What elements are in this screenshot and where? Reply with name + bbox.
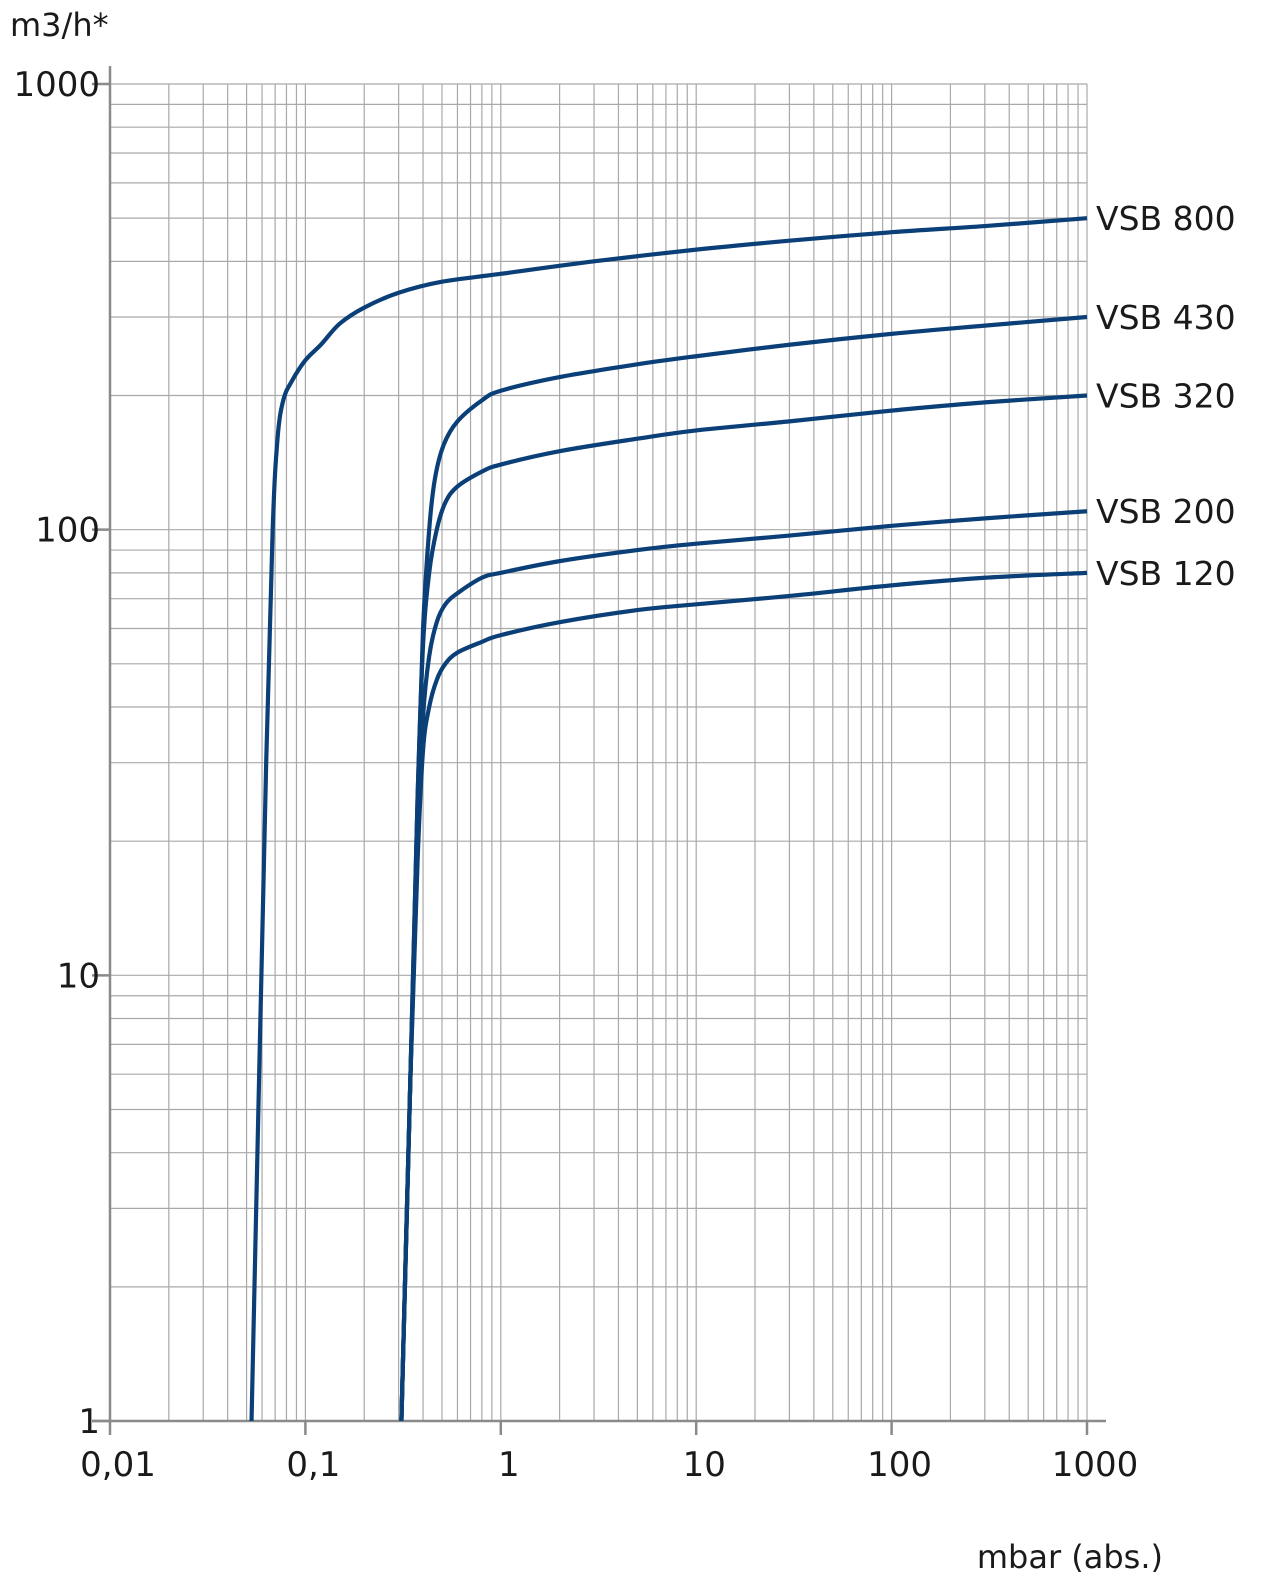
- x-axis-label: mbar (abs.): [977, 1538, 1163, 1576]
- series-line-vsb-320: [399, 393, 1088, 1422]
- axes: [92, 66, 1106, 1435]
- x-tick-label: 0,1: [286, 1445, 340, 1485]
- x-tick-label: 1000: [1052, 1445, 1139, 1485]
- y-tick-label: 1000: [13, 65, 100, 105]
- x-tick-label: 10: [683, 1445, 726, 1485]
- series-line-vsb-200: [399, 509, 1088, 1422]
- x-tick-label: 100: [867, 1445, 932, 1485]
- x-tick-label: 1: [498, 1445, 520, 1485]
- series-line-vsb-120: [399, 570, 1088, 1422]
- y-tick-label: 100: [35, 511, 100, 551]
- series-label-vsb-430: VSB 430: [1096, 298, 1236, 337]
- series-label-vsb-320: VSB 320: [1096, 377, 1236, 416]
- y-tick-label: 1: [78, 1402, 100, 1442]
- series-label-vsb-800: VSB 800: [1096, 199, 1236, 238]
- labels: m3/h* mbar (abs.) 1 10 100 1000 0,01 0,1 1 10 10…: [10, 6, 1236, 1576]
- series-line-vsb-430: [399, 314, 1088, 1422]
- y-tick-label: 10: [57, 956, 100, 996]
- y-axis-label: m3/h*: [10, 6, 109, 44]
- x-tick-label: 0,01: [80, 1445, 156, 1485]
- series-label-vsb-120: VSB 120: [1096, 554, 1236, 593]
- series-lines: [249, 216, 1088, 1422]
- series-line-vsb-800: [249, 216, 1088, 1422]
- series-label-vsb-200: VSB 200: [1096, 492, 1236, 531]
